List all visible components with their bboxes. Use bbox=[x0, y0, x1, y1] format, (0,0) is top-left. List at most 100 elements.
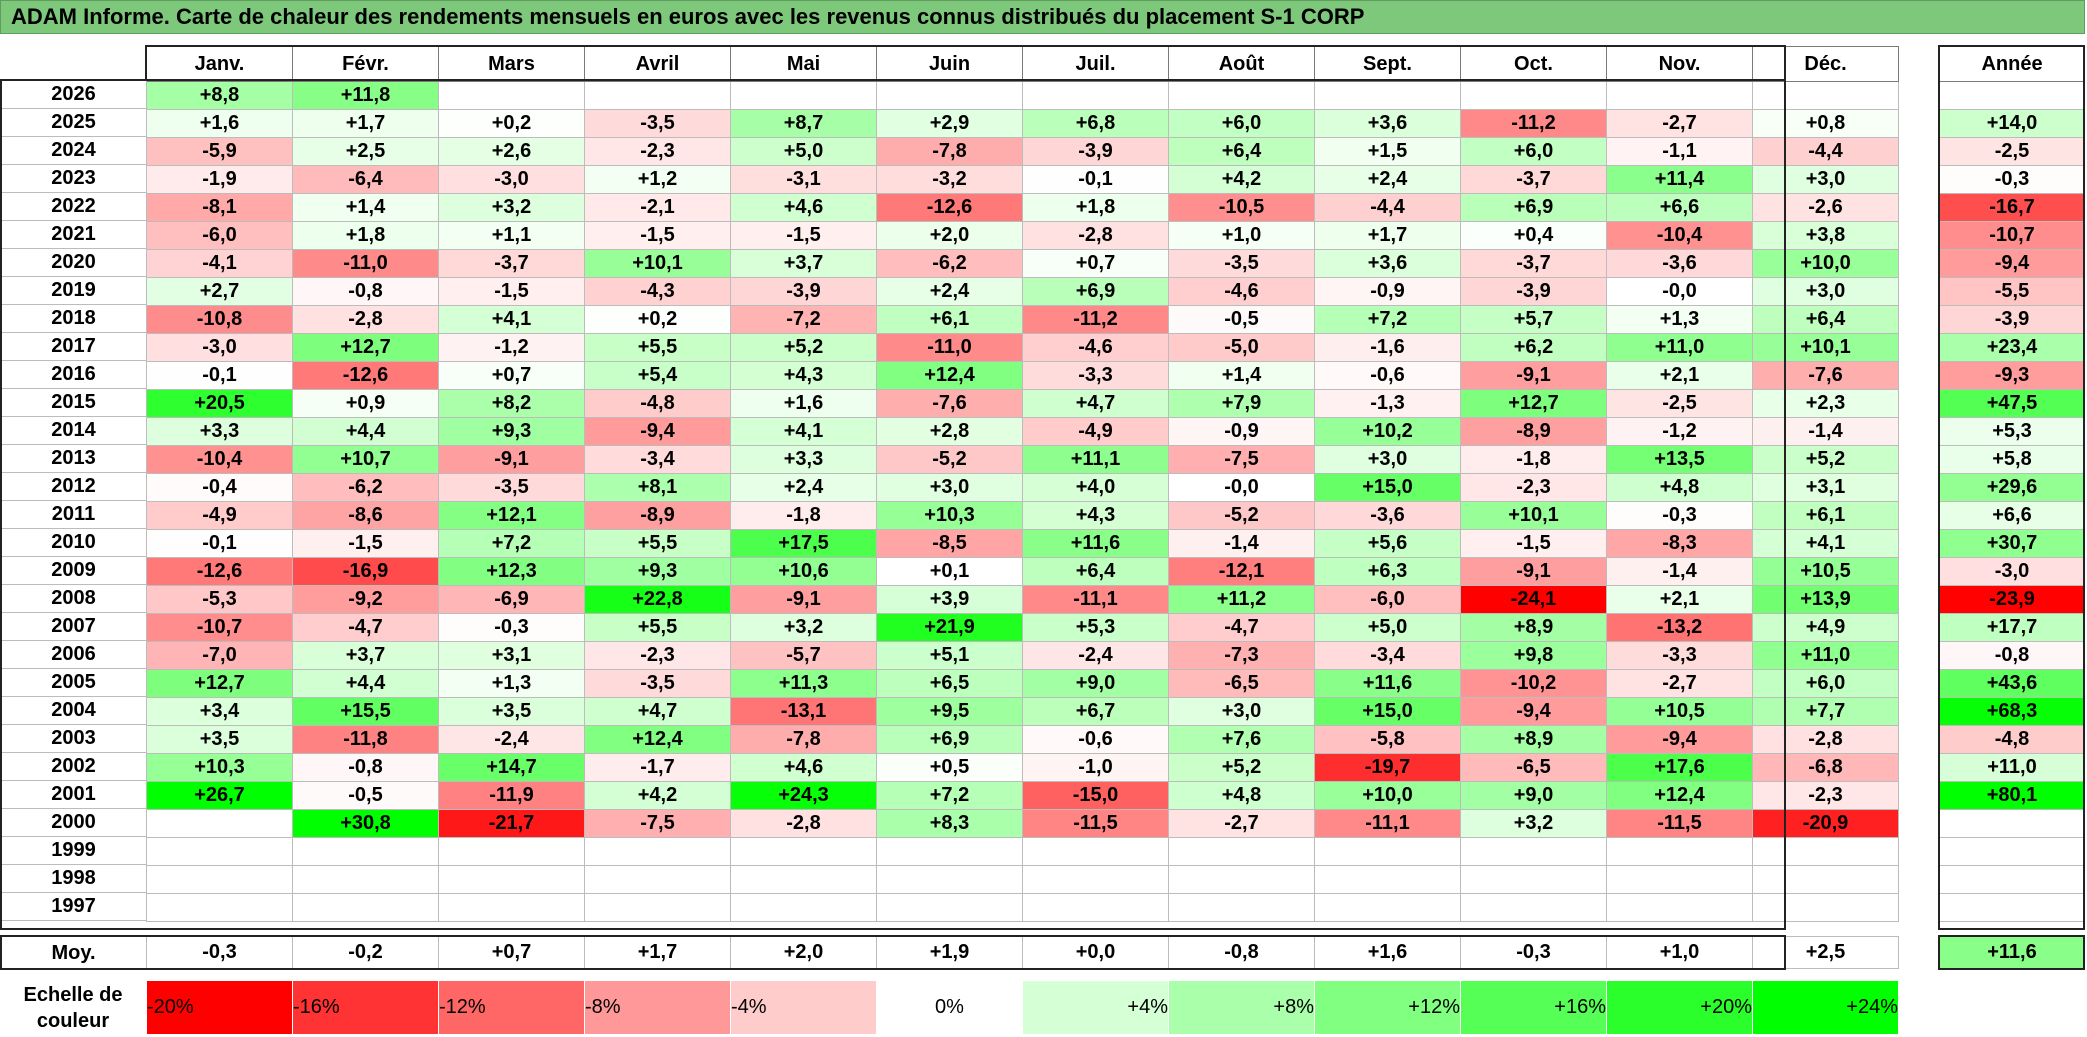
heatmap-cell: -2,8 bbox=[1752, 725, 1899, 754]
heatmap-cell bbox=[584, 893, 731, 922]
heatmap-cell bbox=[1022, 81, 1169, 110]
heatmap-cell: +2,3 bbox=[1752, 389, 1899, 418]
heatmap-cell: -1,3 bbox=[1314, 389, 1461, 418]
year-column: 2026 2025 2024 2023 2022 2021 2020 2019 2018 2017… bbox=[0, 80, 147, 921]
heatmap-cell: +5,0 bbox=[730, 137, 877, 166]
heatmap-cell: -10,5 bbox=[1168, 193, 1315, 222]
heatmap-cell: -0,1 bbox=[146, 529, 293, 558]
heatmap-cell: -4,3 bbox=[584, 277, 731, 306]
heatmap-row: +1,6 +1,7 +0,2 -3,5 +8,7 +2,9 +6,8 +6,0 +3,6 -11,… bbox=[146, 109, 1899, 138]
month-header-4: Mai bbox=[730, 46, 877, 82]
annual-cell: +17,7 bbox=[1939, 613, 2085, 642]
heatmap-cell bbox=[1606, 81, 1753, 110]
heatmap-cell bbox=[876, 837, 1023, 866]
heatmap-cell: -9,4 bbox=[584, 417, 731, 446]
heatmap-cell: -4,6 bbox=[1022, 333, 1169, 362]
heatmap-row: +8,8 +11,8 bbox=[146, 81, 1899, 110]
heatmap-cell: +6,9 bbox=[1022, 277, 1169, 306]
chart-title: ADAM Informe. Carte de chaleur des rende… bbox=[0, 0, 2085, 34]
heatmap-cell: -11,8 bbox=[292, 725, 439, 754]
heatmap-cell: -3,7 bbox=[438, 249, 585, 278]
heatmap-cell bbox=[584, 81, 731, 110]
heatmap-cell: -11,2 bbox=[1022, 305, 1169, 334]
annual-cell: +43,6 bbox=[1939, 669, 2085, 698]
heatmap-cell: -2,7 bbox=[1606, 109, 1753, 138]
heatmap-cell: -2,6 bbox=[1752, 193, 1899, 222]
color-scale-swatch: -16% bbox=[292, 980, 439, 1035]
heatmap-cell: +6,9 bbox=[1460, 193, 1607, 222]
heatmap-cell: +4,6 bbox=[730, 193, 877, 222]
heatmap-cell: +0,8 bbox=[1752, 109, 1899, 138]
heatmap-cell: +0,2 bbox=[584, 305, 731, 334]
color-scale-swatch: +8% bbox=[1168, 980, 1315, 1035]
heatmap-cell: +6,6 bbox=[1606, 193, 1753, 222]
annual-cell: +11,0 bbox=[1939, 753, 2085, 782]
heatmap-cell: -0,9 bbox=[1314, 277, 1461, 306]
heatmap-cell: +10,5 bbox=[1752, 557, 1899, 586]
annual-cell: +5,8 bbox=[1939, 445, 2085, 474]
heatmap-cell: -0,8 bbox=[292, 753, 439, 782]
heatmap-cell bbox=[1314, 837, 1461, 866]
heatmap-cell: +3,8 bbox=[1752, 221, 1899, 250]
heatmap-cell: +6,9 bbox=[876, 725, 1023, 754]
heatmap-cell: +8,3 bbox=[876, 809, 1023, 838]
heatmap-row: -10,4 +10,7 -9,1 -3,4 +3,3 -5,2 +11,1 -7,5 +3,0-… bbox=[146, 445, 1899, 474]
heatmap-cell: -2,7 bbox=[1168, 809, 1315, 838]
heatmap-cell: +2,9 bbox=[876, 109, 1023, 138]
heatmap-cell: -12,1 bbox=[1168, 557, 1315, 586]
heatmap-cell: +10,5 bbox=[1606, 697, 1753, 726]
heatmap-cell: +4,1 bbox=[438, 305, 585, 334]
heatmap-cell: +4,7 bbox=[1022, 389, 1169, 418]
heatmap-row: -12,6 -16,9 +12,3 +9,3 +10,6 +0,1 +6,4 -12,1 +6,… bbox=[146, 557, 1899, 586]
heatmap-cell bbox=[146, 865, 293, 894]
annual-cell: +47,5 bbox=[1939, 389, 2085, 418]
heatmap-cell: +4,6 bbox=[730, 753, 877, 782]
heatmap-cell: +24,3 bbox=[730, 781, 877, 810]
heatmap-cell: +13,9 bbox=[1752, 585, 1899, 614]
heatmap-cell: +5,4 bbox=[584, 361, 731, 390]
heatmap-cell: -1,9 bbox=[146, 165, 293, 194]
annual-header: Année bbox=[1939, 46, 2085, 82]
month-header-0: Janv. bbox=[146, 46, 293, 82]
heatmap-cell bbox=[584, 837, 731, 866]
heatmap-cell: -8,9 bbox=[584, 501, 731, 530]
heatmap-cell: +3,3 bbox=[730, 445, 877, 474]
heatmap-cell: -1,2 bbox=[438, 333, 585, 362]
heatmap-cell bbox=[146, 837, 293, 866]
heatmap-cell: +12,3 bbox=[438, 557, 585, 586]
heatmap-cell: +9,5 bbox=[876, 697, 1023, 726]
average-cell: +1,9 bbox=[876, 936, 1023, 969]
annual-column: Année +14,0 -2,5 -0,3 -16,7 -10,7 -9,4 -5,5 -3,… bbox=[1939, 46, 2085, 922]
month-header-5: Juin bbox=[876, 46, 1023, 82]
heatmap-row: +30,8 -21,7 -7,5 -2,8 +8,3 -11,5 -2,7 -11,1 +3,2… bbox=[146, 809, 1899, 838]
annual-cell: +23,4 bbox=[1939, 333, 2085, 362]
year-label: 1997 bbox=[0, 892, 147, 921]
heatmap-cell: -2,8 bbox=[292, 305, 439, 334]
heatmap-cell: -0,9 bbox=[1168, 417, 1315, 446]
month-header-8: Sept. bbox=[1314, 46, 1461, 82]
heatmap-cell: +3,9 bbox=[876, 585, 1023, 614]
heatmap-cell: -3,5 bbox=[438, 473, 585, 502]
heatmap-cell: +4,8 bbox=[1606, 473, 1753, 502]
average-cell: -0,3 bbox=[146, 936, 293, 969]
heatmap-cell: -0,3 bbox=[1606, 501, 1753, 530]
heatmap-cell: -4,9 bbox=[1022, 417, 1169, 446]
color-scale-swatch: +16% bbox=[1460, 980, 1607, 1035]
heatmap-cell: -0,5 bbox=[292, 781, 439, 810]
year-label: 2024 bbox=[0, 136, 147, 165]
average-cell: +1,0 bbox=[1606, 936, 1753, 969]
heatmap-cell: -2,3 bbox=[1752, 781, 1899, 810]
heatmap-row: -3,0 +12,7 -1,2 +5,5 +5,2 -11,0 -4,6 -5,0 -1,6 +6… bbox=[146, 333, 1899, 362]
annual-cell: -0,8 bbox=[1939, 641, 2085, 670]
heatmap-cell: +1,3 bbox=[438, 669, 585, 698]
heatmap-cell bbox=[1022, 893, 1169, 922]
month-header-6: Juil. bbox=[1022, 46, 1169, 82]
heatmap-cell: +3,0 bbox=[1168, 697, 1315, 726]
heatmap-cell: -12,6 bbox=[146, 557, 293, 586]
year-label: 1999 bbox=[0, 836, 147, 865]
heatmap-cell: +4,7 bbox=[584, 697, 731, 726]
heatmap-cell: +5,6 bbox=[1314, 529, 1461, 558]
heatmap-cell: +12,4 bbox=[876, 361, 1023, 390]
heatmap-cell: +12,4 bbox=[1606, 781, 1753, 810]
color-scale-swatch: 0% bbox=[876, 980, 1023, 1035]
